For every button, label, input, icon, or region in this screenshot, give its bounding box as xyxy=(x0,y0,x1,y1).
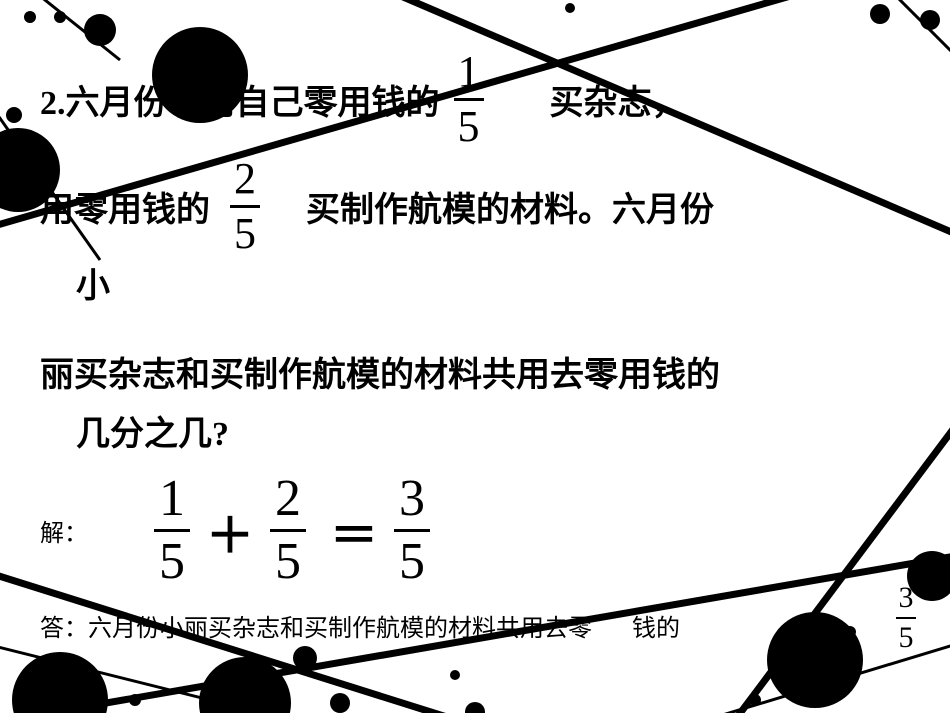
numerator: 3 xyxy=(399,473,425,529)
denominator: 5 xyxy=(234,208,256,256)
fraction: 1 5 xyxy=(154,473,190,588)
text: 买制作航模的材料。六月份 xyxy=(306,182,714,231)
denominator: 5 xyxy=(399,532,425,588)
question-line-2: 用零用钱的 2 5 买制作航模的材料。六月份 xyxy=(40,157,910,256)
equals-operator: ＝ xyxy=(330,496,378,566)
text: 用自己零用钱的 xyxy=(202,75,440,124)
denominator: 5 xyxy=(159,532,185,588)
fraction: 3 5 xyxy=(394,473,430,588)
numerator: 1 xyxy=(458,50,480,98)
fraction-1-5: 1 5 xyxy=(454,50,484,149)
text: 买杂志， xyxy=(550,75,686,124)
text: 2.六月份小 xyxy=(40,75,202,124)
answer-row: 答：六月份小丽买杂志和买制作航模的材料共用去零 钱的 xyxy=(40,608,910,643)
answer-tail: 钱的 xyxy=(632,608,680,643)
denominator: 5 xyxy=(458,101,480,149)
equation: 1 5 ＋ 2 5 ＝ 3 5 xyxy=(148,473,436,588)
plus-operator: ＋ xyxy=(206,496,254,566)
question-line-2-sub: 小 xyxy=(76,258,910,307)
question-line-1: 2.六月份小 用自己零用钱的 1 5 买杂志， xyxy=(40,50,910,149)
text: 用零用钱的 xyxy=(40,182,210,231)
solution-row: 解： 1 5 ＋ 2 5 ＝ 3 5 xyxy=(40,473,910,588)
answer-text: 答：六月份小丽买杂志和买制作航模的材料共用去零 xyxy=(40,608,592,643)
numerator: 2 xyxy=(275,473,301,529)
numerator: 1 xyxy=(159,473,185,529)
fraction-2-5: 2 5 xyxy=(230,157,260,256)
question-line-3-sub: 几分之几? xyxy=(76,406,910,455)
denominator: 5 xyxy=(275,532,301,588)
solution-label: 解： xyxy=(40,513,88,548)
slide-content: 2.六月份小 用自己零用钱的 1 5 买杂志， 用零用钱的 2 5 买制作航模的… xyxy=(40,50,910,643)
fraction: 2 5 xyxy=(270,473,306,588)
question-line-3: 丽买杂志和买制作航模的材料共用去零用钱的 xyxy=(40,347,910,396)
numerator: 2 xyxy=(234,157,256,205)
